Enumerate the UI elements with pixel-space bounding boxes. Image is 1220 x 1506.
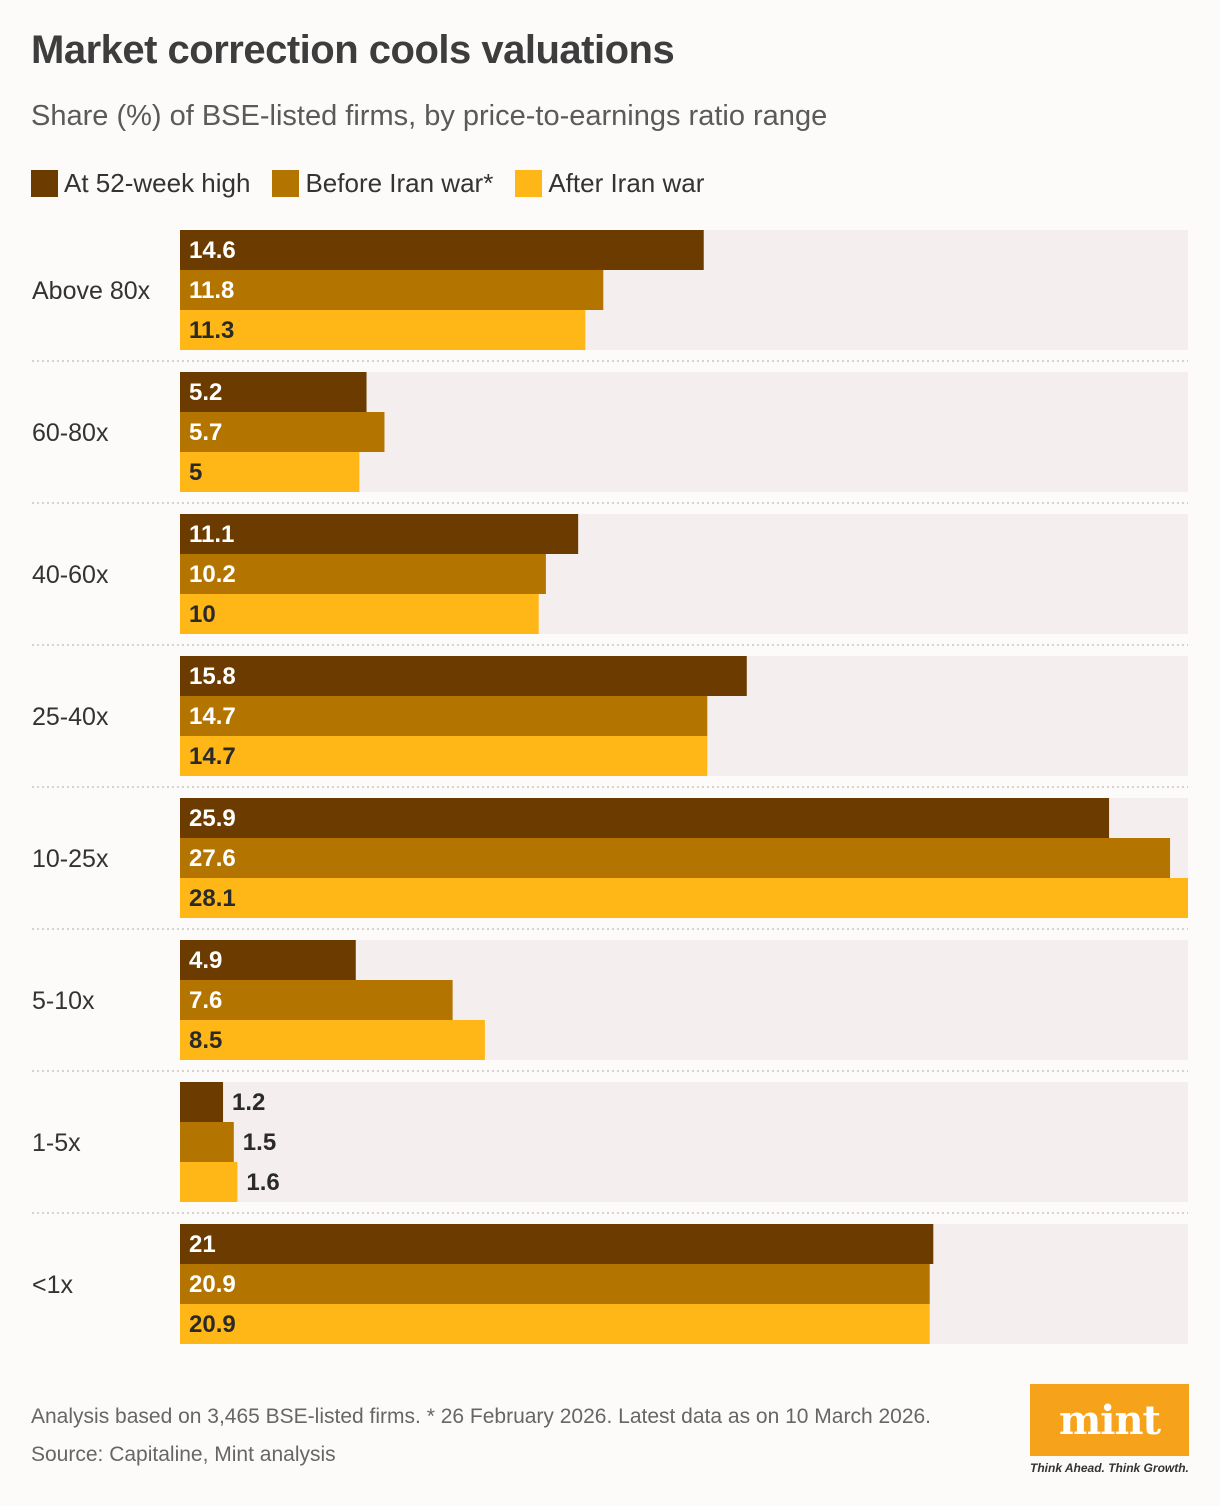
category-label: <1x (32, 1271, 74, 1299)
bar (180, 696, 708, 736)
bar (180, 1082, 224, 1122)
bar-value-label: 14.6 (189, 237, 236, 264)
category-label: 25-40x (32, 703, 109, 731)
bar-group-1-5x: 1-5x 1.2 1.5 1.6 (32, 1082, 1188, 1214)
bar-group-10-25x: 10-25x 25.9 27.6 28.1 (32, 798, 1188, 930)
bar-value-label: 20.9 (189, 1311, 236, 1338)
legend-swatch-after-iran-war (515, 169, 543, 197)
bar (180, 798, 1110, 838)
bar-group-5-10x: 5-10x 4.9 7.6 8.5 (32, 940, 1188, 1072)
bar (180, 1162, 238, 1202)
bar-value-label: 5.2 (189, 379, 222, 406)
category-label: 60-80x (32, 419, 109, 447)
footnote: Analysis based on 3,465 BSE-listed firms… (31, 1405, 932, 1428)
category-label: 1-5x (32, 1129, 81, 1157)
bar (180, 554, 546, 594)
category-label: 5-10x (32, 987, 95, 1015)
group-band (180, 1082, 1188, 1202)
legend-item-after-iran-war: After Iran war (515, 168, 704, 199)
bar (180, 1224, 934, 1264)
bar-value-label: 4.9 (189, 947, 222, 974)
bar (180, 452, 360, 492)
bar-group-25-40x: 25-40x 15.8 14.7 14.7 (32, 656, 1188, 788)
legend: At 52-week high Before Iran war* After I… (31, 166, 704, 200)
chart-title: Market correction cools valuations (31, 28, 675, 72)
bar-value-label: 15.8 (189, 663, 236, 690)
bar (180, 412, 385, 452)
bar (180, 1122, 234, 1162)
bar (180, 372, 367, 412)
legend-swatch-52-week-high (31, 169, 58, 197)
bar (180, 270, 604, 310)
bar-value-label: 27.6 (189, 845, 236, 872)
logo-tagline: Think Ahead. Think Growth. (1030, 1461, 1189, 1475)
bar (180, 940, 356, 980)
category-label: 10-25x (32, 845, 109, 873)
bar (180, 656, 747, 696)
bar (180, 980, 453, 1020)
bar (180, 736, 708, 776)
bar (180, 310, 586, 350)
bar-group-40-60x: 40-60x 11.1 10.2 10 (32, 514, 1188, 646)
bar-group-above-80x: Above 80x 14.6 11.8 11.3 (32, 230, 1188, 362)
bar-value-label: 1.5 (243, 1129, 276, 1156)
bar-value-label: 10.2 (189, 561, 236, 588)
bar-value-label: 8.5 (189, 1027, 222, 1054)
bar-value-label: 21 (189, 1231, 216, 1258)
bar-value-label: 5 (189, 459, 202, 486)
legend-swatch-before-iran-war (272, 169, 300, 197)
legend-label-52-week-high: At 52-week high (64, 167, 251, 198)
bar-value-label: 25.9 (189, 805, 236, 832)
bar-value-label: 20.9 (189, 1271, 236, 1298)
bar-value-label: 7.6 (189, 987, 222, 1014)
bar-value-label: 11.8 (189, 277, 234, 304)
bar (180, 1264, 930, 1304)
bar-group-lt-1x: <1x 21 20.9 20.9 (32, 1224, 1188, 1344)
bar (180, 878, 1188, 918)
chart-subtitle: Share (%) of BSE-listed firms, by price-… (31, 100, 828, 132)
category-label: 40-60x (32, 561, 109, 589)
bar (180, 594, 539, 634)
bar-chart: Above 80x 14.6 11.8 11.3 60-80x 5.2 5.7 5 40-60x… (32, 230, 1188, 1344)
legend-label-after-iran-war: After Iran war (548, 167, 705, 198)
bar (180, 514, 579, 554)
legend-item-before-iran-war: Before Iran war* (272, 168, 493, 199)
bar (180, 838, 1171, 878)
mint-logo-text: mint (1058, 1396, 1161, 1444)
legend-label-before-iran-war: Before Iran war* (305, 167, 494, 198)
source-note: Source: Capitaline, Mint analysis (31, 1443, 336, 1466)
bar-value-label: 11.3 (189, 317, 234, 344)
bar (180, 230, 704, 270)
bar-value-label: 28.1 (189, 885, 236, 912)
bar-group-60-80x: 60-80x 5.2 5.7 5 (32, 372, 1188, 504)
bar-value-label: 5.7 (189, 419, 222, 446)
category-label: Above 80x (32, 277, 151, 305)
bar (180, 1020, 485, 1060)
bar-value-label: 14.7 (189, 743, 236, 770)
bar-value-label: 11.1 (189, 521, 234, 548)
bar-value-label: 10 (189, 601, 216, 628)
bar-value-label: 14.7 (189, 703, 236, 730)
mint-logo: mint (1030, 1384, 1189, 1456)
bar-value-label: 1.2 (232, 1089, 265, 1116)
bar (180, 1304, 930, 1344)
bar-value-label: 1.6 (246, 1169, 279, 1196)
legend-item-52-week-high: At 52-week high (31, 168, 250, 199)
